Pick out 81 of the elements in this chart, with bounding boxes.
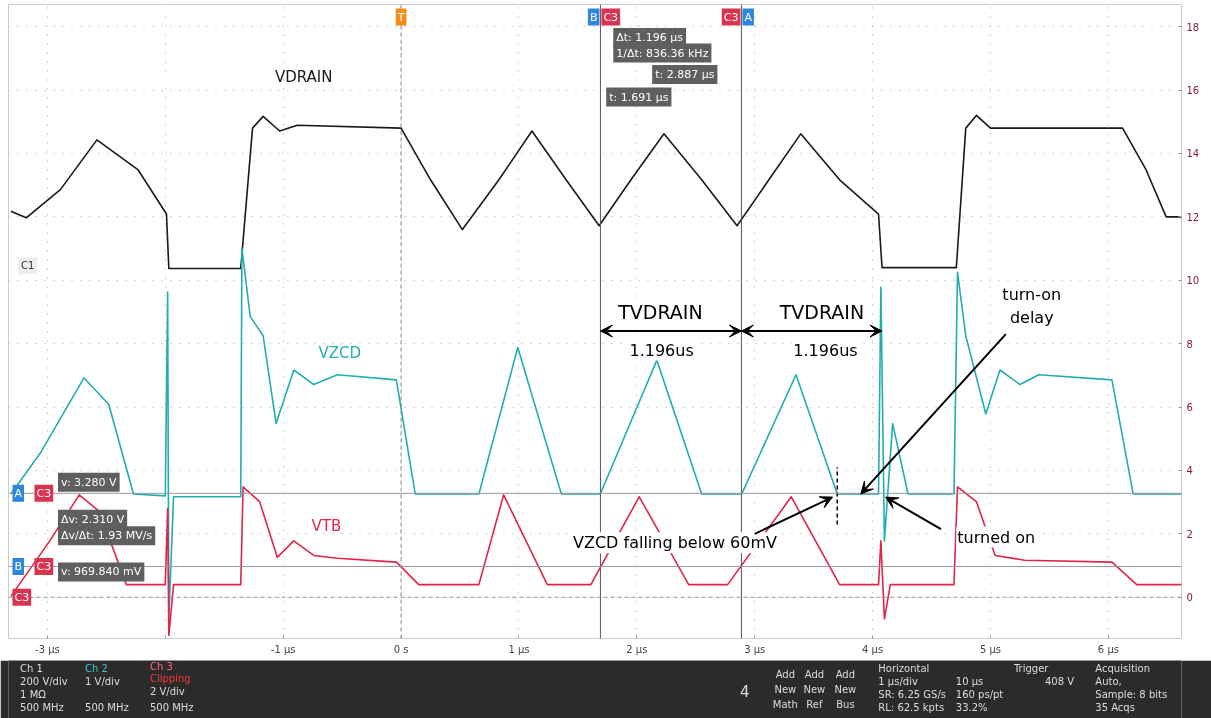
text: Ch 3 xyxy=(149,661,173,672)
text: New xyxy=(834,684,857,695)
text: 500 MHz xyxy=(85,702,129,713)
y-tick-label: 16 xyxy=(1186,85,1200,97)
text: Bus xyxy=(836,699,855,710)
y-tick-label: 10 xyxy=(1186,275,1200,287)
annotation: C1 xyxy=(20,260,35,272)
text: RL: 62.5 kpts xyxy=(878,702,945,713)
text: 2 V/div xyxy=(149,686,185,697)
text: 160 ps/pt xyxy=(955,689,1004,700)
x-tick-label: 4 µs xyxy=(862,643,884,655)
annotation: v: 3.280 V xyxy=(61,475,118,489)
x-tick-label: 2 µs xyxy=(626,643,648,655)
x-tick-label: 5 µs xyxy=(979,643,1002,655)
y-tick-label: 18 xyxy=(1186,21,1200,33)
annotation: 1.196us xyxy=(629,340,694,360)
text: 1 MΩ xyxy=(20,689,47,700)
text: 4 xyxy=(739,682,750,701)
annotation: Δv: 2.310 V xyxy=(61,512,125,526)
ref-line-label: T xyxy=(396,10,405,24)
annotation: Δv/Δt: 1.93 MV/s xyxy=(61,529,153,543)
ref-line-label: B C3 xyxy=(589,10,619,24)
text: Clipping xyxy=(149,673,191,684)
text: 200 V/div xyxy=(20,676,68,687)
text: B C3 xyxy=(14,560,52,574)
series-label: VTB xyxy=(311,516,342,535)
text: Auto, xyxy=(1095,676,1122,687)
annotation: TVDRAIN xyxy=(778,300,865,323)
x-tick-label: 1 µs xyxy=(508,643,530,655)
y-tick-label: 8 xyxy=(1186,338,1193,350)
y-tick-label: 14 xyxy=(1186,148,1200,160)
text: 1 µs/div xyxy=(878,676,918,687)
ref-line-label: C3 xyxy=(14,590,30,604)
y-tick-label: 4 xyxy=(1186,465,1193,477)
text: Acquisition xyxy=(1095,663,1151,674)
annotation: t: 1.691 µs xyxy=(609,90,669,104)
x-tick-label: 3 µs xyxy=(744,643,766,655)
annotation: turned on xyxy=(957,527,1036,547)
text: Ch 1 xyxy=(20,663,43,674)
y-tick-label: 2 xyxy=(1186,528,1193,540)
text: Math xyxy=(772,699,798,710)
annotation: VZCD falling below 60mV xyxy=(573,533,777,553)
text: Add xyxy=(775,669,796,680)
x-tick-label: -1 µs xyxy=(270,643,296,655)
text: Add xyxy=(804,669,825,680)
line-series xyxy=(10,247,1182,620)
annotation: t: 2.887 µs xyxy=(655,68,715,82)
text: 500 MHz xyxy=(20,702,64,713)
series-label: VZCD xyxy=(318,343,362,362)
x-tick-label: -3 µs xyxy=(35,643,60,655)
text: 500 MHz xyxy=(149,702,194,713)
annotation: TVDRAIN xyxy=(617,300,703,323)
text: 10 µs xyxy=(955,676,984,687)
annotation: Δt: 1.196 µs xyxy=(616,30,684,44)
text: Ref xyxy=(806,699,823,710)
text: Add xyxy=(835,669,856,680)
y-tick-label: 0 xyxy=(1186,592,1193,604)
text: Trigger xyxy=(1012,663,1050,674)
annotation: v: 969.840 mV xyxy=(61,565,142,579)
x-tick-label: 0 s xyxy=(393,643,409,655)
text: Sample: 8 bits xyxy=(1095,689,1168,700)
x-tick-label: 6 µs xyxy=(1097,643,1119,655)
y-tick-label: 6 xyxy=(1186,402,1193,414)
line-series xyxy=(10,486,1182,637)
text: SR: 6.25 GS/s xyxy=(878,689,946,700)
text: 33.2% xyxy=(955,702,988,713)
text: 1 V/div xyxy=(85,676,120,687)
text: New xyxy=(803,684,826,695)
line-series xyxy=(10,114,1182,270)
text: A C3 xyxy=(14,486,52,500)
annotation: turn-on delay xyxy=(1002,284,1062,327)
annotation: 1/Δt: 836.36 kHz xyxy=(616,46,709,60)
text: Ch 2 xyxy=(85,663,108,674)
annotation: 1.196us xyxy=(793,340,858,360)
text: 408 V xyxy=(1044,676,1075,687)
y-tick-label: 12 xyxy=(1186,211,1200,223)
text: Horizontal xyxy=(878,663,930,674)
ref-line-label: C3 A xyxy=(723,10,753,24)
text: New xyxy=(774,684,797,695)
text: VDRAIN xyxy=(274,68,333,87)
text: 35 Acqs xyxy=(1095,702,1135,713)
